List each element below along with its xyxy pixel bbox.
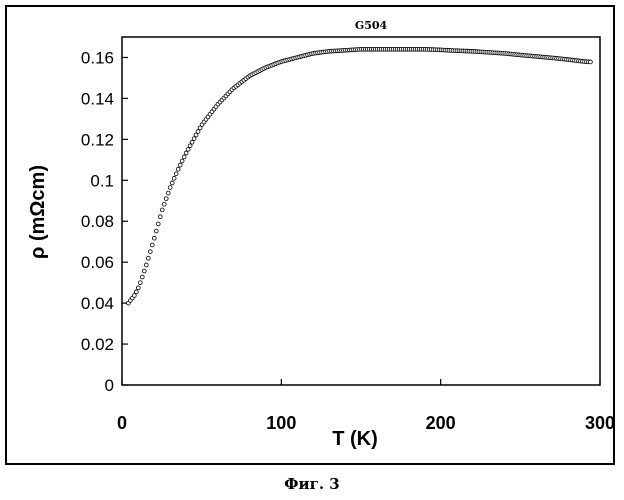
data-point bbox=[158, 215, 162, 219]
y-tick-label: 0 bbox=[105, 376, 114, 395]
data-point bbox=[172, 176, 176, 180]
data-point bbox=[192, 137, 196, 141]
data-point bbox=[146, 256, 150, 260]
x-axis-label: T (K) bbox=[332, 428, 378, 450]
data-point bbox=[148, 250, 152, 254]
data-point bbox=[174, 172, 178, 176]
data-point bbox=[156, 222, 160, 226]
plot-area bbox=[122, 37, 600, 385]
y-tick-label: 0.04 bbox=[81, 294, 114, 313]
data-point bbox=[154, 229, 158, 233]
data-point bbox=[132, 294, 136, 298]
data-point bbox=[162, 202, 166, 206]
data-point bbox=[166, 191, 170, 195]
data-point bbox=[150, 243, 154, 247]
y-axis-label: ρ (mΩcm) bbox=[27, 165, 49, 259]
data-point bbox=[144, 263, 148, 267]
data-point bbox=[134, 290, 138, 294]
data-point bbox=[589, 60, 593, 64]
data-point bbox=[152, 236, 156, 240]
data-point bbox=[180, 159, 184, 163]
y-tick-label: 0.16 bbox=[81, 48, 114, 67]
data-point bbox=[136, 286, 140, 290]
data-point bbox=[194, 133, 198, 137]
data-point bbox=[188, 144, 192, 148]
y-tick-label: 0.12 bbox=[81, 130, 114, 149]
x-tick-label: 100 bbox=[266, 413, 296, 433]
x-tick-label: 0 bbox=[117, 413, 127, 433]
data-point bbox=[160, 208, 164, 212]
data-point bbox=[176, 167, 180, 171]
data-point bbox=[138, 281, 142, 285]
data-point bbox=[184, 151, 188, 155]
data-point bbox=[168, 186, 172, 190]
data-point bbox=[170, 181, 174, 185]
data-point bbox=[190, 140, 194, 144]
x-tick-label: 200 bbox=[426, 413, 456, 433]
resistivity-chart: G504 0 0.02 0.04 0.06 0.08 0.1 0.12 0.14 0.16 0 1… bbox=[0, 0, 624, 470]
data-point bbox=[182, 155, 186, 159]
y-tick-label: 0.02 bbox=[81, 335, 114, 354]
data-point bbox=[178, 163, 182, 167]
data-point bbox=[186, 147, 190, 151]
data-point bbox=[140, 275, 144, 279]
figure-caption: Фиг. 3 bbox=[0, 475, 624, 493]
data-point bbox=[164, 197, 168, 201]
y-tick-label: 0.1 bbox=[90, 171, 114, 190]
data-point bbox=[142, 269, 146, 273]
data-point bbox=[196, 130, 200, 134]
data-series bbox=[126, 47, 592, 305]
x-axis: 0 100 200 300 bbox=[117, 379, 615, 433]
y-tick-label: 0.14 bbox=[81, 89, 114, 108]
y-tick-label: 0.06 bbox=[81, 253, 114, 272]
y-tick-label: 0.08 bbox=[81, 212, 114, 231]
y-axis: 0 0.02 0.04 0.06 0.08 0.1 0.12 0.14 0.16 bbox=[81, 48, 128, 395]
chart-title: G504 bbox=[355, 19, 388, 32]
figure-page: G504 0 0.02 0.04 0.06 0.08 0.1 0.12 0.14 0.16 0 1… bbox=[0, 0, 624, 500]
x-tick-label: 300 bbox=[585, 413, 615, 433]
